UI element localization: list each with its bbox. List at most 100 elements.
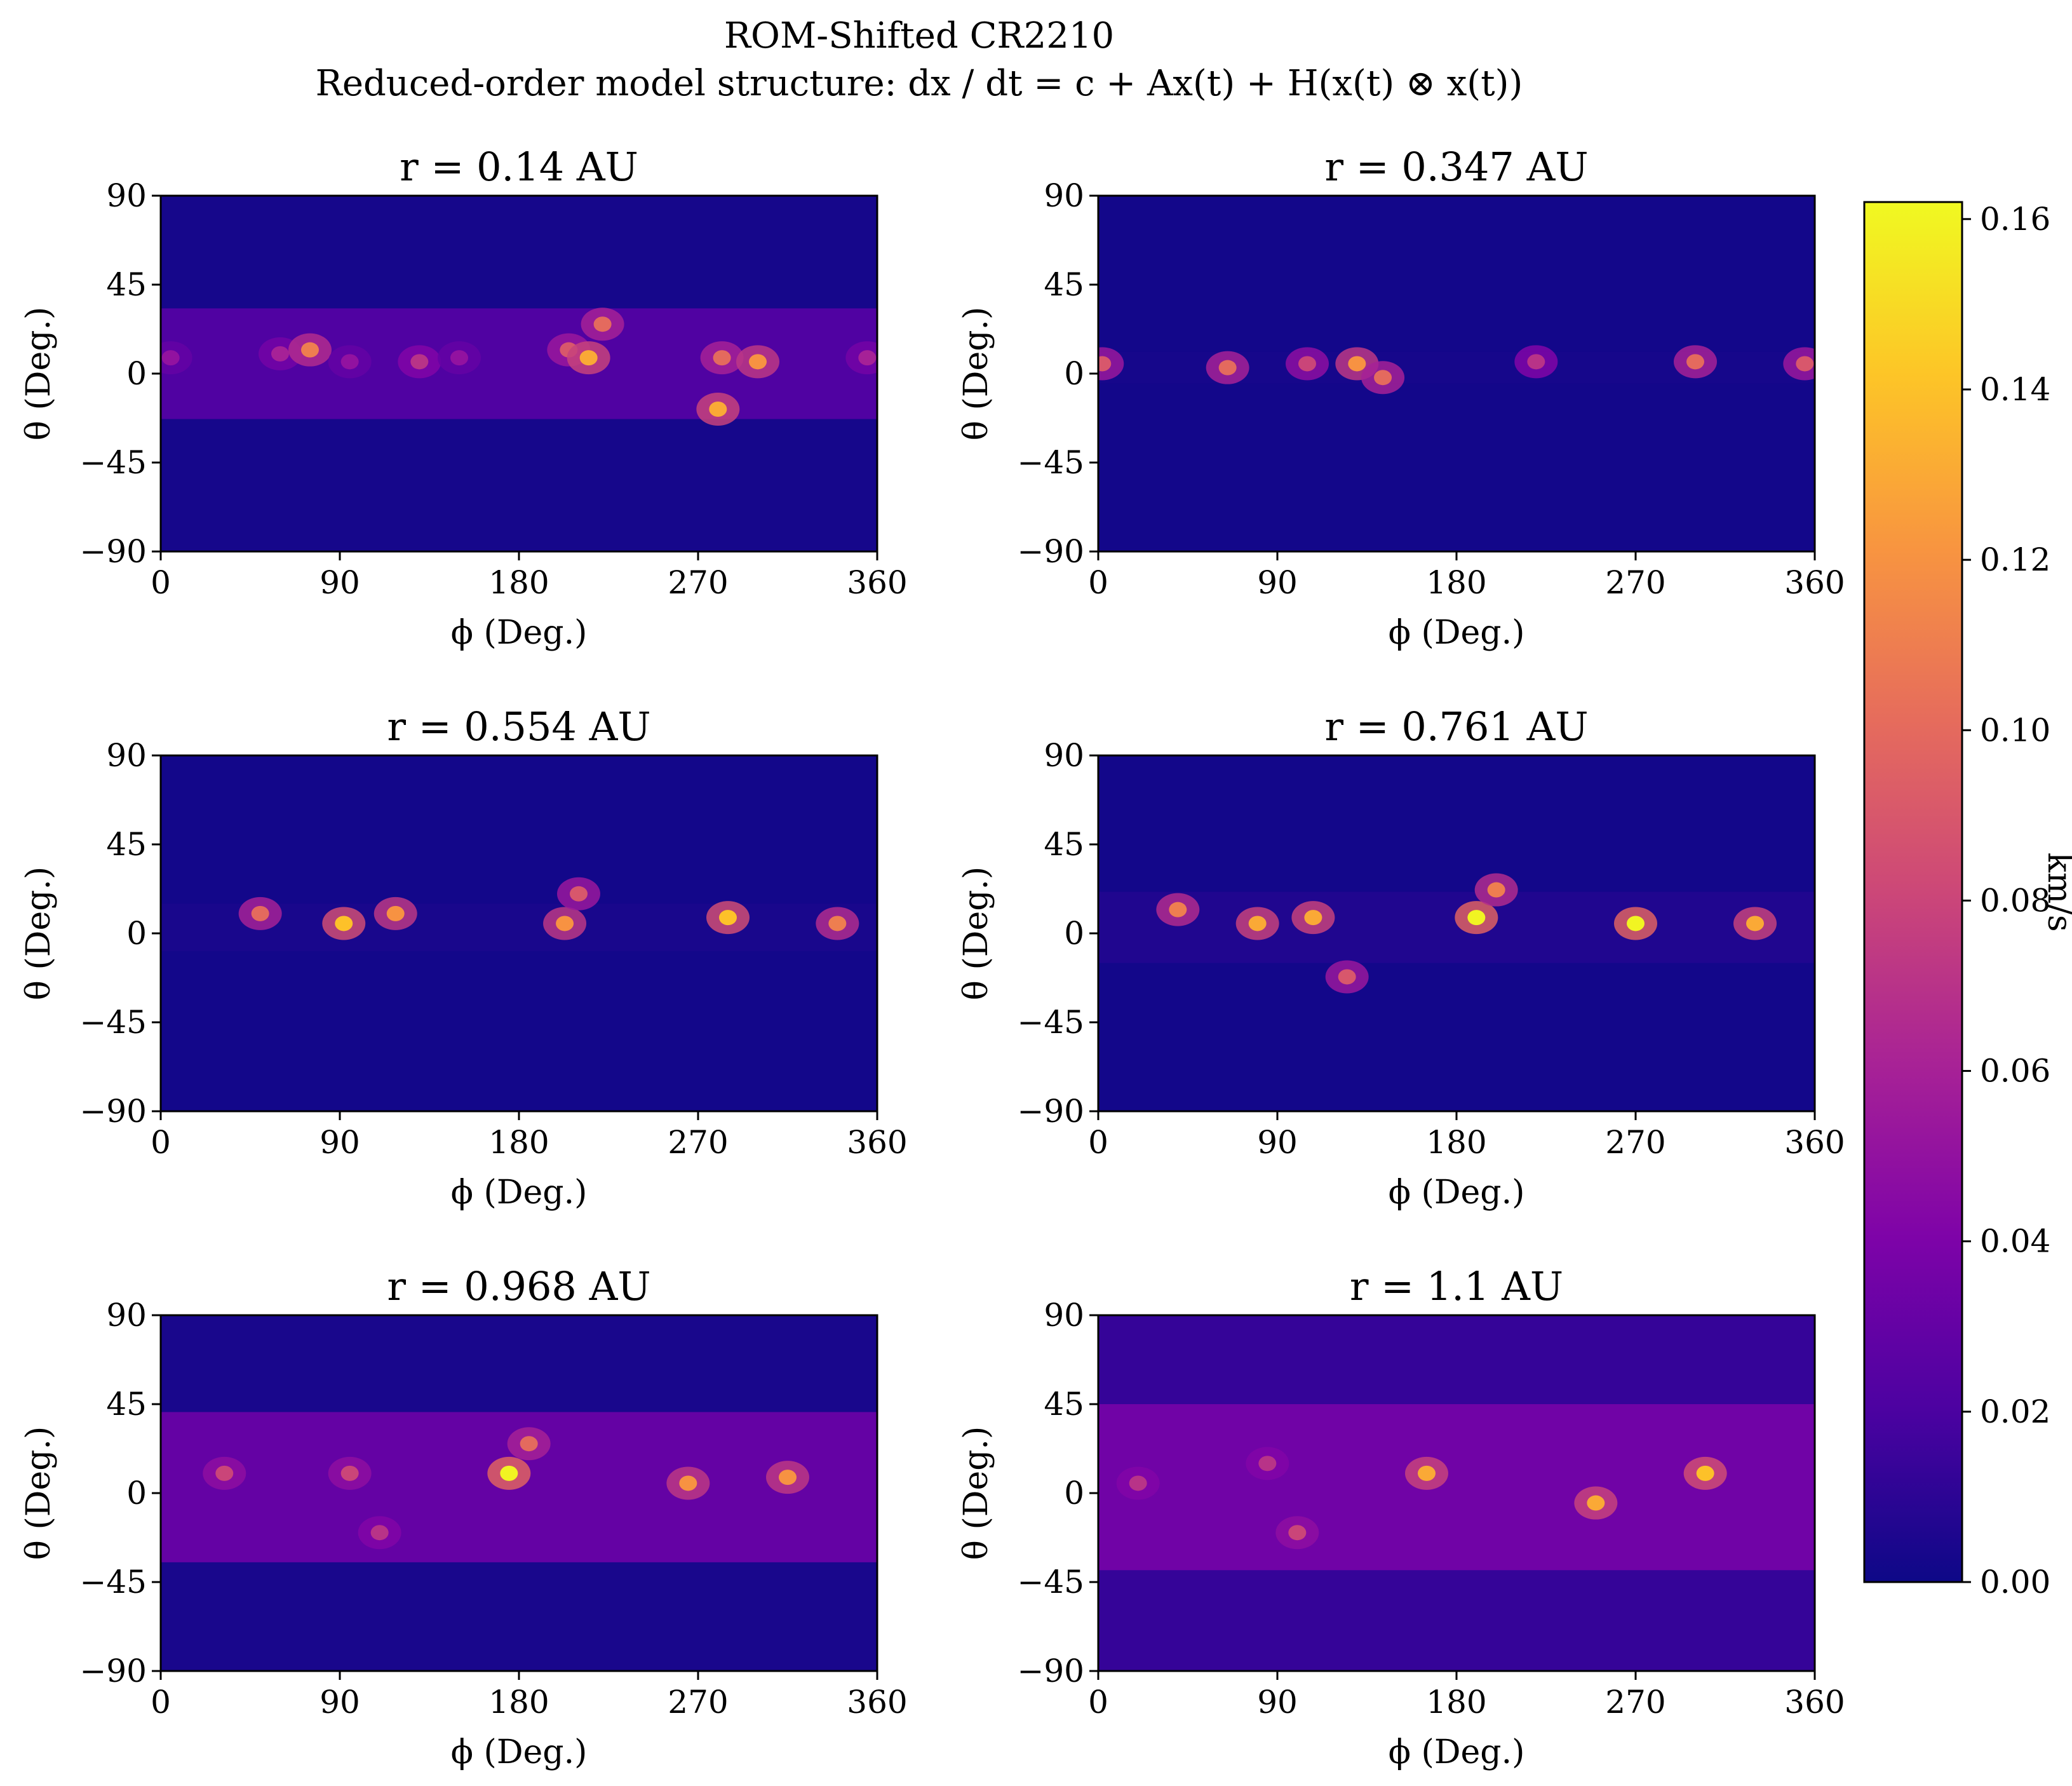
- heatmap-feature: [1258, 1456, 1277, 1471]
- y-tick-label: −45: [1017, 1004, 1084, 1041]
- figure-subtitle: Reduced-order model structure: dx / dt =…: [316, 63, 1523, 104]
- heatmap-feature: [410, 354, 429, 370]
- y-tick-label: −45: [1017, 1564, 1084, 1600]
- heatmap-feature: [556, 916, 574, 931]
- heatmap-feature: [1467, 910, 1486, 926]
- heatmap-feature: [500, 1465, 518, 1481]
- y-axis-label: θ (Deg.): [957, 307, 995, 441]
- y-tick-label: −45: [1017, 444, 1084, 481]
- x-tick-label: 90: [1257, 1684, 1298, 1721]
- panel-title: r = 1.1 AU: [1350, 1263, 1563, 1309]
- y-axis-label: θ (Deg.): [957, 1426, 995, 1560]
- x-tick-label: 0: [151, 564, 171, 601]
- heatmap-feature: [709, 402, 727, 417]
- heatmap-band: [1098, 891, 1815, 963]
- heatmap-feature: [1248, 916, 1267, 931]
- x-tick-label: 360: [1784, 1684, 1845, 1721]
- y-tick-label: −90: [79, 1093, 147, 1130]
- heatmap-feature: [386, 905, 405, 921]
- heatmap-feature: [1098, 356, 1112, 372]
- y-tick-label: −90: [79, 1653, 147, 1689]
- y-tick-label: −45: [79, 444, 147, 481]
- colorbar: 0.00 0.02 0.04 0.06 0.08 0.10 0.12 0.14 0.16 km/s: [1863, 201, 2072, 1600]
- panel-title: r = 0.347 AU: [1324, 144, 1588, 190]
- heatmap-feature: [215, 1465, 234, 1481]
- y-axis-label: θ (Deg.): [20, 307, 58, 441]
- heatmap-feature: [1338, 969, 1356, 985]
- x-tick-label: 0: [151, 1124, 171, 1161]
- colorbar-label: km/s: [2040, 852, 2072, 931]
- y-tick-label: −45: [79, 1004, 147, 1041]
- y-tick-label: 0: [1064, 1475, 1084, 1512]
- colorbar-tick-label: 0.10: [1980, 712, 2050, 748]
- heatmap-feature: [779, 1470, 797, 1485]
- y-tick-label: 90: [106, 737, 147, 774]
- colorbar-tick-label: 0.14: [1980, 371, 2050, 408]
- x-tick-label: 90: [320, 1124, 360, 1161]
- x-tick-label: 270: [1605, 1684, 1665, 1721]
- y-tick-label: 45: [106, 826, 147, 863]
- panel-2: r = 0.347 AU 0 90 180 270 360 90 45 0 −45 −90 ϕ (De…: [957, 144, 1845, 652]
- panel-4: r = 0.761 AU 0 90 180 270 360 90 45 0 −45 −90 ϕ (De…: [957, 703, 1845, 1212]
- y-tick-label: −90: [1017, 533, 1084, 570]
- x-tick-label: 180: [1426, 1124, 1486, 1161]
- heatmap-field: [1098, 196, 1815, 551]
- colorbar-tick-label: 0.08: [1980, 882, 2050, 919]
- y-tick-label: 45: [1044, 266, 1084, 303]
- panel-6: r = 1.1 AU 0 90 180 270 360 90 45 0 −45 −90 ϕ (Deg.…: [957, 1263, 1845, 1771]
- x-axis-label: ϕ (Deg.): [451, 1174, 588, 1212]
- heatmap-feature: [1298, 356, 1316, 372]
- panel-title: r = 0.554 AU: [387, 703, 650, 750]
- panel-1: r = 0.14 AU 0 90 180 270 360 90 45 0 −45 −90 ϕ (Deg…: [20, 144, 908, 652]
- figure-title: ROM-Shifted CR2210: [724, 15, 1114, 57]
- x-tick-label: 180: [1426, 564, 1486, 601]
- x-axis-label: ϕ (Deg.): [451, 1733, 588, 1771]
- y-axis-label: θ (Deg.): [20, 867, 58, 1001]
- heatmap-feature: [340, 1465, 359, 1481]
- x-tick-label: 360: [847, 1124, 907, 1161]
- heatmap-field: [1098, 755, 1815, 1111]
- y-axis-label: θ (Deg.): [957, 867, 995, 1001]
- panel-title: r = 0.14 AU: [400, 144, 638, 190]
- x-tick-label: 270: [1605, 564, 1665, 601]
- y-tick-label: 0: [1064, 355, 1084, 392]
- heatmap-feature: [1796, 356, 1814, 372]
- y-tick-label: −90: [1017, 1653, 1084, 1689]
- x-tick-label: 180: [488, 1684, 549, 1721]
- x-tick-label: 90: [320, 1684, 360, 1721]
- y-tick-label: 45: [106, 266, 147, 303]
- heatmap-feature: [1348, 356, 1366, 372]
- x-axis-label: ϕ (Deg.): [1389, 614, 1525, 652]
- panel-grid: r = 0.14 AU 0 90 180 270 360 90 45 0 −45 −90 ϕ (Deg…: [20, 144, 1845, 1771]
- x-axis-label: ϕ (Deg.): [451, 614, 588, 652]
- y-tick-label: −45: [79, 1564, 147, 1600]
- y-tick-label: −90: [79, 533, 147, 570]
- heatmap-feature: [301, 342, 319, 358]
- panel-3: r = 0.554 AU 0 90 180 270 360 90 45 0 −45 −90 ϕ (De…: [20, 703, 908, 1212]
- heatmap-feature: [570, 886, 588, 902]
- x-tick-label: 360: [847, 564, 907, 601]
- x-tick-label: 180: [1426, 1684, 1486, 1721]
- x-tick-label: 360: [1784, 564, 1845, 601]
- x-tick-label: 270: [668, 564, 728, 601]
- heatmap-feature: [1686, 354, 1704, 370]
- y-tick-label: 0: [126, 355, 147, 392]
- heatmap-feature: [161, 350, 180, 366]
- x-tick-label: 270: [1605, 1124, 1665, 1161]
- heatmap-feature: [1304, 910, 1322, 926]
- heatmap-feature: [520, 1436, 538, 1452]
- x-tick-label: 360: [1784, 1124, 1845, 1161]
- heatmap-feature: [1418, 1465, 1436, 1481]
- colorbar-tick-label: 0.12: [1980, 541, 2050, 578]
- heatmap-feature: [271, 346, 289, 362]
- x-tick-label: 0: [151, 1684, 171, 1721]
- heatmap-feature: [1696, 1465, 1714, 1481]
- heatmap-feature: [1129, 1475, 1147, 1491]
- x-tick-label: 180: [488, 1124, 549, 1161]
- x-tick-label: 90: [1257, 1124, 1298, 1161]
- y-tick-label: −90: [1017, 1093, 1084, 1130]
- heatmap-feature: [1527, 354, 1545, 370]
- y-tick-label: 45: [1044, 1386, 1084, 1423]
- y-tick-label: 90: [1044, 737, 1084, 774]
- heatmap-field: [1098, 1315, 1815, 1671]
